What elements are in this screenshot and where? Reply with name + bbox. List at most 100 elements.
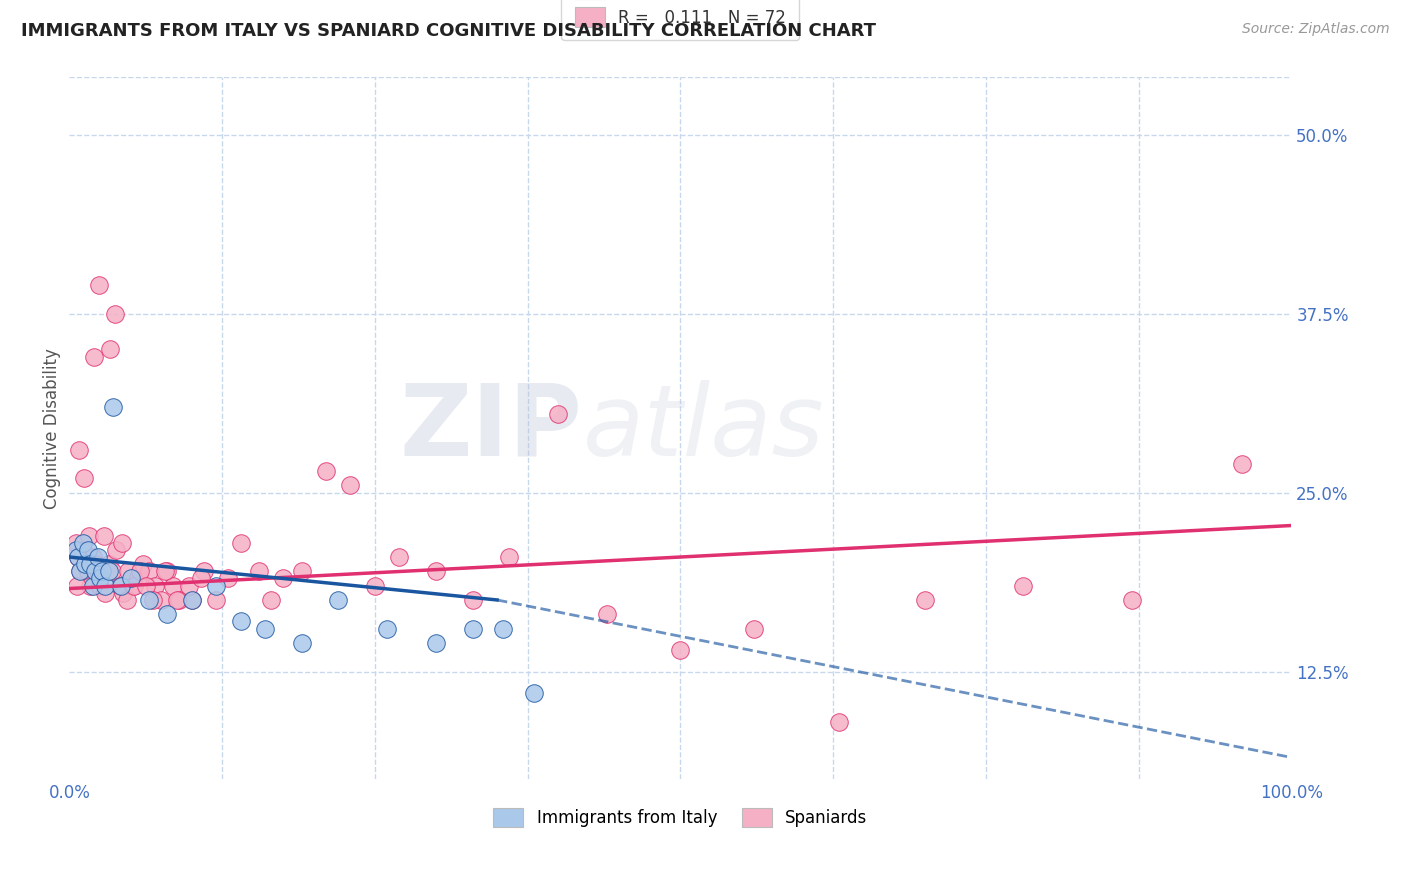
- Point: [669, 643, 692, 657]
- Point: [69, 565, 91, 579]
- Point: [108, 579, 131, 593]
- Point: [498, 549, 520, 564]
- Point: [79, 579, 101, 593]
- Point: [138, 565, 160, 579]
- Point: [162, 579, 184, 593]
- Point: [205, 593, 228, 607]
- Text: atlas: atlas: [582, 380, 824, 476]
- Point: [75, 557, 97, 571]
- Legend: Immigrants from Italy, Spaniards: Immigrants from Italy, Spaniards: [486, 801, 875, 834]
- Point: [150, 593, 173, 607]
- Point: [547, 407, 569, 421]
- Point: [66, 579, 89, 593]
- Point: [112, 586, 135, 600]
- Point: [461, 622, 484, 636]
- Point: [523, 686, 546, 700]
- Point: [129, 565, 152, 579]
- Point: [179, 579, 201, 593]
- Point: [122, 579, 145, 593]
- Point: [217, 572, 239, 586]
- Point: [132, 557, 155, 571]
- Point: [461, 593, 484, 607]
- Point: [117, 565, 139, 579]
- Point: [1121, 593, 1143, 607]
- Point: [166, 593, 188, 607]
- Point: [69, 565, 91, 579]
- Point: [101, 565, 124, 579]
- Point: [76, 542, 98, 557]
- Point: [86, 549, 108, 564]
- Point: [66, 549, 89, 564]
- Point: [492, 622, 515, 636]
- Point: [120, 572, 142, 586]
- Point: [229, 615, 252, 629]
- Point: [291, 565, 314, 579]
- Text: Source: ZipAtlas.com: Source: ZipAtlas.com: [1241, 22, 1389, 37]
- Point: [82, 579, 104, 593]
- Point: [315, 464, 337, 478]
- Point: [180, 593, 202, 607]
- Point: [339, 478, 361, 492]
- Point: [87, 278, 110, 293]
- Point: [84, 565, 107, 579]
- Point: [73, 471, 96, 485]
- Point: [97, 565, 120, 579]
- Point: [156, 607, 179, 622]
- Point: [141, 593, 163, 607]
- Point: [86, 565, 108, 579]
- Point: [828, 714, 851, 729]
- Point: [79, 557, 101, 571]
- Point: [104, 307, 127, 321]
- Point: [89, 579, 111, 593]
- Point: [425, 636, 447, 650]
- Point: [193, 565, 215, 579]
- Point: [388, 549, 411, 564]
- Point: [66, 549, 89, 564]
- Text: IMMIGRANTS FROM ITALY VS SPANIARD COGNITIVE DISABILITY CORRELATION CHART: IMMIGRANTS FROM ITALY VS SPANIARD COGNIT…: [21, 22, 876, 40]
- Text: ZIP: ZIP: [399, 380, 582, 476]
- Point: [153, 565, 176, 579]
- Point: [180, 593, 202, 607]
- Point: [169, 593, 191, 607]
- Point: [76, 565, 98, 579]
- Point: [425, 565, 447, 579]
- Point: [291, 636, 314, 650]
- Point: [328, 593, 350, 607]
- Point: [253, 622, 276, 636]
- Point: [94, 579, 117, 593]
- Point: [91, 565, 114, 579]
- Point: [156, 565, 179, 579]
- Point: [1232, 457, 1254, 471]
- Point: [596, 607, 619, 622]
- Point: [67, 442, 90, 457]
- Point: [138, 593, 160, 607]
- Point: [89, 572, 111, 586]
- Point: [914, 593, 936, 607]
- Point: [135, 579, 157, 593]
- Point: [1011, 579, 1033, 593]
- Point: [93, 528, 115, 542]
- Point: [98, 343, 121, 357]
- Point: [115, 593, 138, 607]
- Point: [65, 535, 87, 549]
- Point: [72, 542, 94, 557]
- Point: [94, 586, 117, 600]
- Point: [247, 565, 270, 579]
- Point: [65, 542, 87, 557]
- Point: [91, 565, 114, 579]
- Point: [84, 557, 107, 571]
- Point: [375, 622, 398, 636]
- Point: [77, 528, 100, 542]
- Point: [97, 557, 120, 571]
- Point: [364, 579, 387, 593]
- Point: [271, 572, 294, 586]
- Point: [111, 535, 134, 549]
- Point: [260, 593, 283, 607]
- Point: [190, 572, 212, 586]
- Point: [104, 542, 127, 557]
- Point: [72, 535, 94, 549]
- Point: [83, 350, 105, 364]
- Point: [143, 579, 166, 593]
- Point: [229, 535, 252, 549]
- Point: [205, 579, 228, 593]
